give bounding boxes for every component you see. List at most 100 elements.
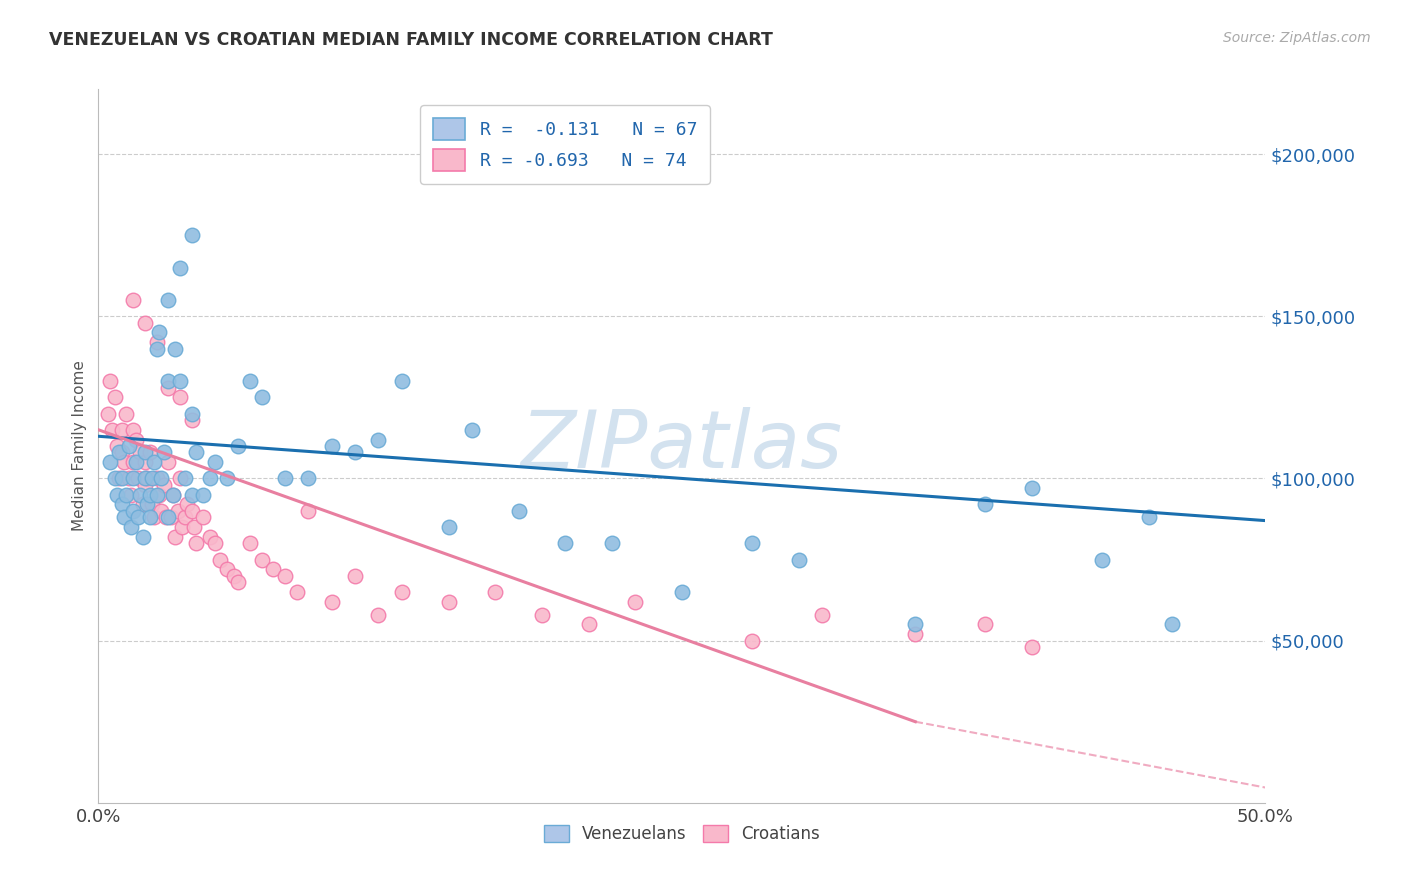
- Point: [104, 390, 127, 404]
- Point: [127, 471, 149, 485]
- Point: [180, 504, 202, 518]
- Point: [274, 471, 297, 485]
- Point: [262, 562, 284, 576]
- Point: [134, 455, 156, 469]
- Point: [150, 471, 173, 485]
- Point: [129, 488, 152, 502]
- Point: [104, 471, 127, 485]
- Point: [215, 562, 238, 576]
- Point: [787, 552, 810, 566]
- Point: [105, 439, 128, 453]
- Point: [132, 530, 155, 544]
- Point: [344, 568, 367, 582]
- Point: [152, 478, 174, 492]
- Point: [741, 633, 763, 648]
- Point: [148, 326, 170, 340]
- Point: [101, 423, 124, 437]
- Text: Source: ZipAtlas.com: Source: ZipAtlas.com: [1223, 31, 1371, 45]
- Point: [136, 471, 159, 485]
- Point: [484, 585, 506, 599]
- Point: [162, 488, 184, 502]
- Point: [155, 510, 177, 524]
- Point: [173, 471, 195, 485]
- Point: [143, 510, 166, 524]
- Point: [250, 390, 273, 404]
- Point: [437, 520, 460, 534]
- Point: [671, 585, 693, 599]
- Point: [120, 488, 142, 502]
- Point: [134, 471, 156, 485]
- Point: [146, 471, 169, 485]
- Point: [165, 530, 187, 544]
- Point: [437, 595, 460, 609]
- Point: [180, 407, 202, 421]
- Point: [200, 471, 222, 485]
- Point: [215, 471, 238, 485]
- Point: [139, 445, 162, 459]
- Point: [159, 510, 181, 524]
- Point: [146, 342, 169, 356]
- Point: [1091, 552, 1114, 566]
- Point: [111, 423, 134, 437]
- Point: [127, 510, 149, 524]
- Point: [208, 552, 231, 566]
- Point: [111, 445, 134, 459]
- Point: [118, 471, 141, 485]
- Point: [530, 607, 553, 622]
- Point: [600, 536, 623, 550]
- Point: [105, 488, 128, 502]
- Point: [391, 374, 413, 388]
- Point: [111, 497, 134, 511]
- Point: [98, 455, 121, 469]
- Point: [134, 478, 156, 492]
- Point: [344, 445, 367, 459]
- Point: [108, 471, 131, 485]
- Point: [157, 510, 180, 524]
- Point: [169, 260, 191, 275]
- Point: [204, 536, 226, 550]
- Point: [1021, 640, 1043, 654]
- Point: [239, 374, 262, 388]
- Point: [112, 455, 135, 469]
- Point: [132, 497, 155, 511]
- Point: [141, 471, 163, 485]
- Point: [285, 585, 308, 599]
- Point: [367, 433, 389, 447]
- Point: [141, 497, 163, 511]
- Point: [180, 488, 202, 502]
- Point: [139, 510, 162, 524]
- Point: [122, 455, 145, 469]
- Point: [169, 374, 191, 388]
- Point: [115, 407, 138, 421]
- Point: [157, 374, 180, 388]
- Point: [152, 445, 174, 459]
- Point: [134, 445, 156, 459]
- Point: [391, 585, 413, 599]
- Point: [143, 455, 166, 469]
- Point: [148, 488, 170, 502]
- Point: [111, 471, 134, 485]
- Point: [157, 455, 180, 469]
- Point: [200, 530, 222, 544]
- Point: [173, 510, 195, 524]
- Point: [122, 471, 145, 485]
- Point: [180, 228, 202, 243]
- Point: [122, 423, 145, 437]
- Point: [166, 504, 188, 518]
- Point: [239, 536, 262, 550]
- Point: [186, 536, 208, 550]
- Point: [125, 433, 148, 447]
- Point: [165, 342, 187, 356]
- Point: [228, 439, 250, 453]
- Point: [112, 510, 135, 524]
- Point: [904, 627, 927, 641]
- Point: [193, 488, 215, 502]
- Point: [169, 471, 191, 485]
- Point: [250, 552, 273, 566]
- Point: [139, 488, 162, 502]
- Point: [176, 497, 198, 511]
- Point: [1137, 510, 1160, 524]
- Text: VENEZUELAN VS CROATIAN MEDIAN FAMILY INCOME CORRELATION CHART: VENEZUELAN VS CROATIAN MEDIAN FAMILY INC…: [49, 31, 773, 49]
- Point: [122, 293, 145, 307]
- Point: [136, 497, 159, 511]
